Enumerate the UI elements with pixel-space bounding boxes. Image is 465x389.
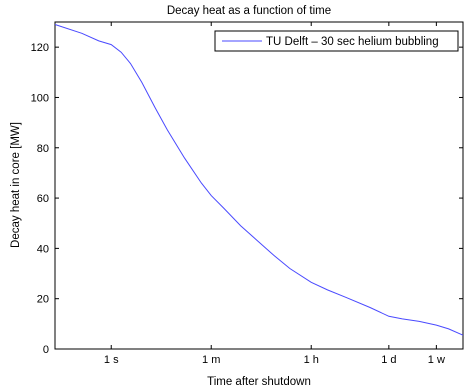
x-tick-label: 1 w	[428, 354, 445, 366]
x-axis-title: Time after shutdown	[207, 376, 311, 388]
chart-title: Decay heat as a function of time	[167, 5, 331, 17]
y-axis-title: Decay heat in core [MW]	[10, 122, 22, 248]
x-tick-label: 1 d	[381, 354, 396, 366]
y-tick-label: 40	[37, 243, 49, 255]
y-tick-label: 100	[31, 92, 49, 104]
series-layer	[54, 24, 464, 336]
series-line	[54, 24, 464, 336]
y-tick-label: 20	[37, 294, 49, 306]
x-tick-label: 1 h	[304, 354, 319, 366]
y-tick-label: 60	[37, 193, 49, 205]
legend-label: TU Delft – 30 sec helium bubbling	[266, 36, 439, 48]
y-tick-label: 80	[37, 143, 49, 155]
plot-area	[54, 21, 464, 350]
y-axis: 0 20 40 60 80 100 120	[31, 42, 463, 356]
y-tick-label: 120	[31, 42, 49, 54]
x-tick-label: 1 m	[202, 354, 220, 366]
legend: TU Delft – 30 sec helium bubbling	[214, 30, 459, 52]
y-tick-label: 0	[43, 344, 49, 356]
x-tick-label: 1 s	[104, 354, 119, 366]
x-axis: 1 s 1 m 1 h 1 d 1 w	[104, 22, 445, 366]
legend-box	[214, 30, 459, 52]
